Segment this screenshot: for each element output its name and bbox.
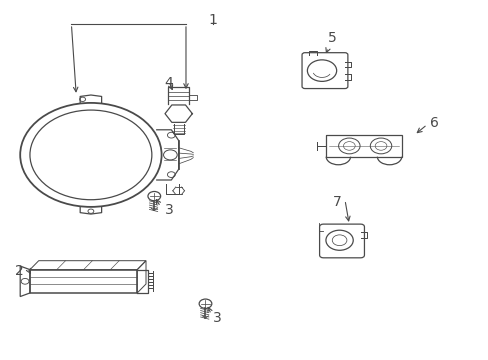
Text: 7: 7 [332,194,341,208]
Text: 1: 1 [208,13,217,27]
Text: 2: 2 [15,265,23,278]
Bar [325,135,401,157]
Text: 6: 6 [429,116,438,130]
Text: 3: 3 [213,311,222,325]
Bar [30,270,137,293]
Text: 5: 5 [327,31,336,45]
Text: 4: 4 [164,76,173,90]
Text: 3: 3 [164,203,173,217]
